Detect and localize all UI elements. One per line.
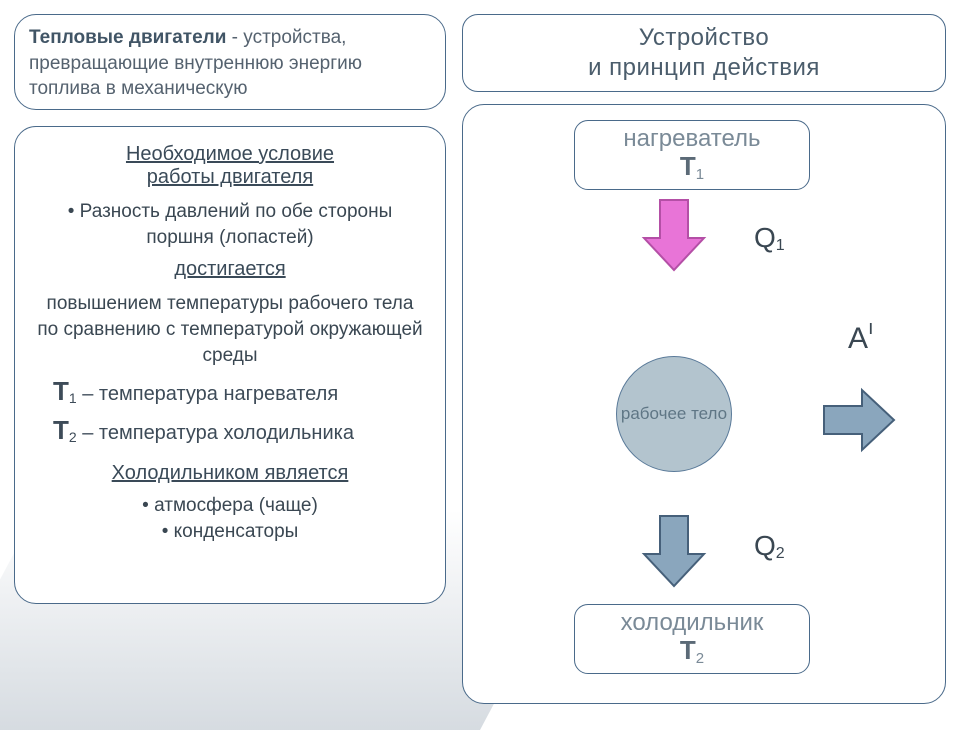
cooler-bullet-1: • атмосфера (чаще)	[35, 493, 425, 519]
a-sym: A	[848, 322, 868, 355]
t2-rest: – температура холодильника	[77, 422, 354, 444]
t1-rest: – температура нагревателя	[77, 383, 338, 405]
heater-pill: нагреватель Т1	[574, 120, 810, 190]
condition-bullet: • Разность давлений по обе стороны поршн…	[35, 199, 425, 250]
cooler-title: Холодильником является	[35, 462, 425, 485]
definition-dash: -	[226, 27, 243, 48]
condition-title-l2: работы двигателя	[147, 166, 313, 188]
working-body-circle: рабочее тело	[616, 356, 732, 472]
definition-bold: Тепловые двигатели	[29, 27, 226, 48]
a-label: Aı	[848, 322, 874, 356]
condition-title: Необходимое условие работы двигателя	[35, 143, 425, 189]
definition-box: Тепловые двигатели - устройства, превращ…	[14, 14, 446, 110]
cooler-label: холодильник	[583, 611, 801, 635]
arrow-q1-icon	[642, 198, 706, 272]
q1-sym: Q	[754, 222, 776, 253]
cooler-T: Т	[680, 635, 696, 665]
q1-sub: 1	[776, 237, 785, 254]
heater-label: нагреватель	[583, 127, 801, 151]
arrow-q2-icon	[642, 514, 706, 588]
title-box: Устройство и принцип действия	[462, 14, 946, 92]
condition-title-l1: Необходимое условие	[126, 143, 334, 165]
q2-label: Q2	[754, 530, 785, 563]
q2-sym: Q	[754, 530, 776, 561]
definition-text: Тепловые двигатели - устройства, превращ…	[29, 25, 431, 102]
q1-label: Q1	[754, 222, 785, 255]
working-body-label: рабочее тело	[621, 404, 727, 424]
achieved-title: достигается	[35, 258, 425, 281]
q2-sub: 2	[776, 545, 785, 562]
left-panel: Необходимое условие работы двигателя • Р…	[14, 126, 446, 604]
title-line1: Устройство	[639, 24, 770, 51]
t2-sub: 2	[69, 429, 77, 445]
title-line2: и принцип действия	[588, 54, 820, 81]
a-prime: ı	[868, 317, 874, 339]
cooler-bullet-2: • конденсаторы	[35, 519, 425, 545]
heater-T-sub: 1	[696, 166, 704, 183]
t1-line: Т1 – температура нагревателя	[35, 376, 425, 407]
heater-T: Т	[680, 151, 696, 181]
t1-symbol: Т	[53, 376, 69, 406]
cooler-pill: холодильник Т2	[574, 604, 810, 674]
arrow-a-icon	[822, 388, 896, 452]
achieved-body: повышением температуры рабочего тела по …	[35, 291, 425, 368]
t2-symbol: Т	[53, 415, 69, 445]
title-text: Устройство и принцип действия	[588, 23, 820, 83]
t2-line: Т2 – температура холодильника	[35, 415, 425, 446]
cooler-T-sub: 2	[696, 650, 704, 667]
t1-sub: 1	[69, 390, 77, 406]
